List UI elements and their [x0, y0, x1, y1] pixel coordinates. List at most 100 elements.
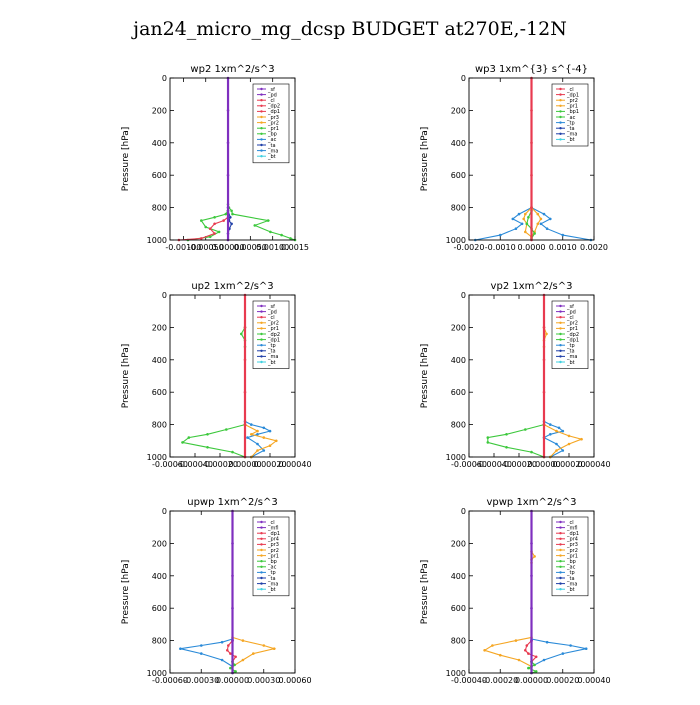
y-tick-label: 200: [152, 539, 167, 548]
legend-label: _ma: [566, 354, 577, 360]
legend-marker: [559, 132, 562, 135]
series-point: [256, 429, 259, 433]
legend-label: _mfl: [566, 525, 578, 531]
y-tick-label: 0: [162, 507, 167, 516]
plot-frame: [468, 77, 595, 241]
series-point: [289, 237, 292, 240]
y-tick-label: 800: [152, 204, 167, 213]
legend-marker: [260, 355, 263, 358]
plot-frame: [169, 77, 296, 241]
x-tick-label: 0.00000: [228, 460, 261, 469]
x-tick-label: 0.00020: [552, 460, 585, 469]
series-point: [580, 437, 583, 441]
legend-label: _pr1: [566, 326, 578, 332]
series-point: [262, 436, 266, 439]
y-tick-label: 800: [451, 637, 466, 646]
legend-label: _ma: [566, 132, 577, 138]
series-point: [530, 450, 533, 454]
series-line: [187, 210, 229, 241]
legend-label: _cl: [267, 98, 275, 104]
series-point: [536, 212, 540, 216]
legend-label: _ma: [566, 581, 577, 587]
series-line: [523, 207, 532, 238]
x-tick-label: -0.00020: [482, 676, 518, 685]
series-point: [539, 222, 543, 226]
y-tick-label: 200: [451, 323, 466, 332]
legend-label: _pr2: [566, 321, 578, 327]
legend-label: _ta: [566, 576, 575, 582]
x-tick-label: -0.00040: [476, 460, 512, 469]
legend-label: _pr1: [267, 326, 279, 332]
x-tick-label: -0.00060: [152, 676, 188, 685]
legend-marker: [559, 532, 562, 535]
legend-marker: [559, 520, 562, 524]
series-point: [229, 652, 232, 655]
series-point: [256, 449, 259, 452]
legend-marker: [559, 121, 562, 124]
x-tick-label: 0.00000: [216, 676, 249, 685]
y-tick-label: 200: [451, 539, 466, 548]
legend-label: _dp1: [566, 337, 579, 343]
series-point: [179, 647, 182, 650]
legend-marker: [260, 532, 263, 535]
legend-marker: [559, 565, 562, 568]
legend-marker: [260, 571, 263, 574]
legend-marker: [260, 138, 263, 141]
series-point: [486, 436, 490, 439]
legend-label: _tp: [566, 343, 575, 349]
legend-label: _ma: [267, 354, 278, 360]
legend-marker: [260, 520, 263, 524]
panel-title: vpwp 1xm^2/s^3: [486, 497, 576, 508]
legend-marker: [559, 87, 562, 91]
panel-title: wp2 1xm^2/s^3: [190, 64, 274, 75]
x-tick-label: 0.00000: [527, 460, 560, 469]
legend-marker: [260, 316, 263, 319]
legend-label: _sf: [566, 304, 574, 310]
y-tick-label: 1000: [147, 453, 167, 462]
series-point: [250, 433, 253, 436]
y-tick-label: 400: [451, 356, 466, 365]
legend-label: _ta: [267, 576, 276, 582]
legend-marker: [559, 110, 562, 113]
y-tick-label: 400: [451, 139, 466, 148]
series-point: [233, 663, 236, 667]
series-point: [555, 442, 558, 446]
series-point: [268, 444, 272, 447]
series-point: [200, 237, 203, 240]
legend-label: _ac: [267, 137, 277, 143]
series-point: [227, 644, 230, 647]
y-tick-label: 600: [451, 171, 466, 180]
x-tick-label: 0.00020: [253, 460, 286, 469]
legend-label: _pr2: [566, 548, 578, 554]
y-tick-label: 1000: [446, 453, 466, 462]
x-tick-label: 0.00000: [515, 676, 548, 685]
series-point: [234, 670, 237, 673]
series-point: [569, 644, 572, 647]
chart-panel-upwp: upwp 1xm^2/s^3 Pressure [hPa] 0 200 400 600 80…: [121, 497, 312, 685]
y-tick-label: 1000: [147, 236, 167, 245]
legend-label: _ta: [267, 349, 276, 355]
legend-marker: [559, 576, 562, 580]
series-point: [250, 423, 253, 426]
legend-label: _pr1: [566, 553, 578, 559]
series-point: [527, 652, 530, 655]
legend-label: _bp: [267, 132, 277, 138]
legend-marker: [260, 582, 263, 585]
legend-label: _pr3: [566, 542, 578, 548]
series-point: [520, 222, 524, 226]
legend-label: _bt: [267, 154, 276, 160]
y-axis-label: Pressure [hPa]: [121, 344, 131, 409]
legend-label: _bp: [566, 559, 576, 565]
series-point: [230, 222, 233, 226]
series-point: [262, 426, 266, 430]
legend-label: _bt: [566, 137, 575, 143]
series-point: [241, 639, 245, 642]
legend-marker: [559, 93, 562, 96]
chart-panel-wp2: wp2 1xm^2/s^3 Pressure [hPa] 0 200 400 600 800…: [121, 64, 309, 252]
y-axis-label: Pressure [hPa]: [420, 344, 430, 409]
y-tick-label: 400: [152, 356, 167, 365]
legend-marker: [260, 149, 263, 152]
legend-marker: [559, 537, 562, 540]
legend-label: _dp2: [267, 104, 280, 110]
x-tick-label: -0.00020: [202, 460, 238, 469]
